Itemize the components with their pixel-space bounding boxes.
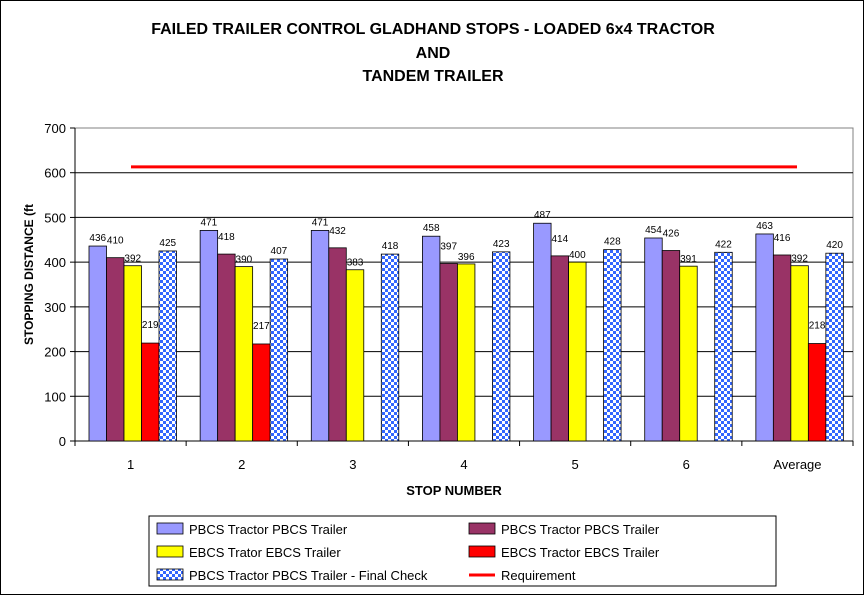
- plot-area: 0 100 200 300 400 500 600 700 1 2 3 4 5 6 Average 436 47…: [22, 121, 854, 498]
- data-label: 218: [809, 321, 826, 332]
- data-label: 407: [271, 246, 288, 257]
- legend-swatch: [468, 522, 496, 535]
- data-label: 425: [159, 238, 176, 249]
- bar: [772, 254, 792, 442]
- bar: [217, 253, 236, 442]
- x-axis-title: STOP NUMBER: [406, 483, 502, 498]
- legend-label: PBCS Tractor PBCS Trailer: [501, 522, 660, 537]
- data-label: 414: [551, 234, 568, 245]
- data-label: 392: [791, 254, 808, 265]
- x-tick-label: Average: [773, 457, 821, 472]
- bar: [825, 252, 844, 442]
- data-label: 416: [774, 233, 791, 244]
- data-label: 458: [423, 223, 440, 234]
- bar: [141, 342, 160, 442]
- data-label: 428: [604, 237, 621, 248]
- x-tick-label: 4: [460, 457, 467, 472]
- bar: [380, 253, 400, 442]
- bar: [252, 343, 271, 442]
- data-label: 390: [236, 255, 253, 266]
- data-label: 436: [89, 233, 106, 244]
- bar: [644, 237, 663, 442]
- data-label: 400: [569, 250, 586, 261]
- data-label: 410: [107, 236, 124, 247]
- y-tick-label: 200: [44, 345, 66, 360]
- legend-swatch: [156, 545, 184, 558]
- legend-label: PBCS Tractor PBCS Trailer - Final Check: [189, 568, 428, 583]
- legend-swatch: [468, 545, 496, 558]
- data-label: 396: [458, 252, 475, 263]
- bar: [492, 251, 511, 442]
- bar: [345, 269, 365, 442]
- data-label: 471: [201, 217, 218, 228]
- y-tick-label: 500: [44, 210, 66, 225]
- title-line: TANDEM TRAILER: [362, 68, 503, 85]
- data-label: 391: [680, 254, 697, 265]
- data-label: 397: [440, 241, 457, 252]
- y-tick-label: 600: [44, 166, 66, 181]
- x-tick-label: 5: [572, 457, 579, 472]
- data-label: 426: [663, 229, 680, 240]
- legend-label: EBCS Tractor EBCS Trailer: [501, 545, 660, 560]
- data-label: 471: [312, 217, 329, 228]
- data-label: 418: [218, 232, 235, 243]
- y-tick-label: 700: [44, 121, 66, 136]
- bar: [199, 229, 219, 442]
- legend-swatch: [156, 522, 184, 535]
- data-label: 383: [347, 258, 364, 269]
- bar: [790, 265, 809, 442]
- bar: [714, 251, 733, 442]
- bar: [568, 261, 587, 442]
- bar: [439, 263, 458, 442]
- y-tick-label: 0: [59, 434, 66, 449]
- data-label: 432: [329, 226, 346, 237]
- data-label: 487: [534, 210, 551, 221]
- data-label: 420: [826, 240, 843, 251]
- data-label: 463: [756, 221, 773, 232]
- title-line: FAILED TRAILER CONTROL GLADHAND STOPS - …: [151, 21, 715, 38]
- legend-swatch: [156, 568, 184, 581]
- legend-box: [148, 515, 777, 587]
- bar: [234, 266, 254, 442]
- y-tick-label: 400: [44, 255, 66, 270]
- x-tick-label: 6: [683, 457, 690, 472]
- data-label: 219: [142, 320, 159, 331]
- x-tick-label: 1: [127, 457, 134, 472]
- data-label: 422: [715, 239, 732, 250]
- data-label: 423: [493, 239, 510, 250]
- bar: [679, 265, 698, 442]
- y-axis-title: STOPPING DISTANCE (ft: [22, 204, 36, 345]
- bar: [158, 250, 177, 442]
- title-line: AND: [416, 45, 451, 62]
- bar: [603, 249, 622, 442]
- bar: [88, 245, 107, 442]
- bar: [106, 257, 125, 442]
- bar: [310, 229, 330, 442]
- x-tick-label: 2: [238, 457, 245, 472]
- chart-title: FAILED TRAILER CONTROL GLADHAND STOPS - …: [151, 21, 715, 85]
- y-tick-label: 100: [44, 389, 66, 404]
- bar: [550, 255, 569, 442]
- legend: PBCS Tractor PBCS Trailer PBCS Tractor PB…: [148, 515, 777, 587]
- data-label: 454: [645, 225, 662, 236]
- legend-label: Requirement: [501, 568, 576, 583]
- bar: [661, 250, 681, 442]
- bar: [533, 222, 552, 442]
- bar: [269, 258, 289, 442]
- bar: [457, 263, 476, 442]
- legend-label: PBCS Tractor PBCS Trailer: [189, 522, 348, 537]
- data-label: 418: [382, 241, 399, 252]
- data-label: 392: [124, 254, 141, 265]
- bar: [807, 343, 827, 442]
- bar: [422, 235, 441, 442]
- legend-label: EBCS Trator EBCS Trailer: [189, 545, 341, 560]
- x-tick-label: 3: [349, 457, 356, 472]
- bar: [328, 247, 347, 442]
- y-tick-label: 300: [44, 300, 66, 315]
- data-label: 217: [253, 321, 270, 332]
- bar: [755, 233, 774, 442]
- bar: [123, 265, 142, 442]
